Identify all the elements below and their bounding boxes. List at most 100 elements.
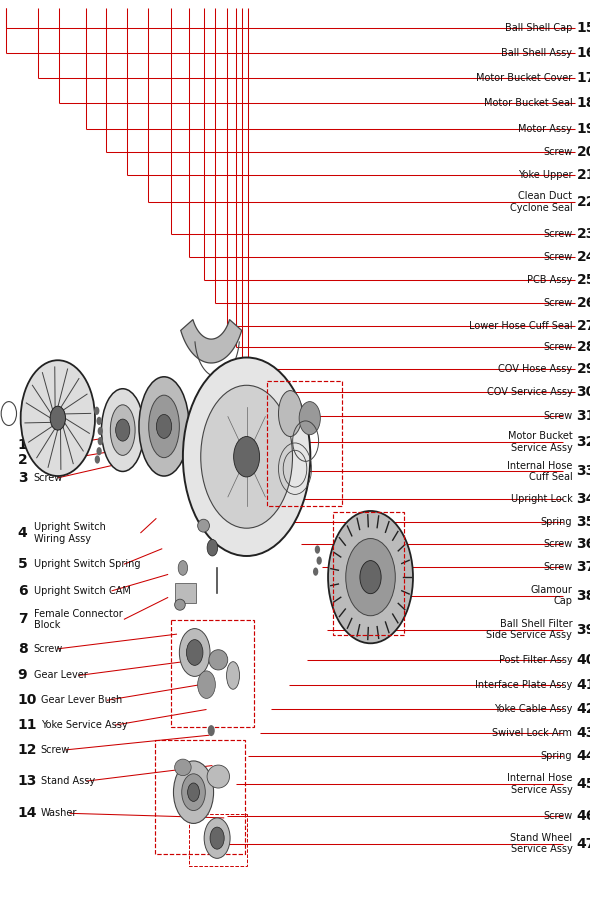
Text: Ball Shell Assy: Ball Shell Assy: [502, 49, 572, 58]
Text: 45: 45: [576, 777, 590, 791]
Text: 3: 3: [18, 471, 27, 485]
Text: Post Filter Assy: Post Filter Assy: [499, 655, 572, 664]
Text: 36: 36: [576, 537, 590, 551]
Text: Screw: Screw: [543, 562, 572, 572]
Text: 6: 6: [18, 584, 27, 598]
Text: 38: 38: [576, 588, 590, 603]
Circle shape: [116, 419, 130, 441]
Ellipse shape: [227, 662, 240, 689]
Circle shape: [201, 385, 293, 528]
Text: Screw: Screw: [543, 230, 572, 239]
Text: 9: 9: [18, 668, 27, 683]
Text: Stand Wheel
Service Assy: Stand Wheel Service Assy: [510, 833, 572, 855]
Text: 13: 13: [18, 774, 37, 789]
Circle shape: [97, 426, 103, 435]
Text: Motor Bucket Cover: Motor Bucket Cover: [476, 74, 572, 83]
Circle shape: [156, 414, 172, 438]
Ellipse shape: [209, 650, 228, 670]
Text: 16: 16: [576, 46, 590, 61]
Text: Screw: Screw: [543, 147, 572, 156]
Ellipse shape: [139, 377, 189, 476]
Text: 17: 17: [576, 71, 590, 85]
Ellipse shape: [198, 519, 209, 532]
Circle shape: [316, 557, 322, 564]
Text: 27: 27: [576, 319, 590, 334]
Circle shape: [97, 417, 102, 425]
Text: 4: 4: [18, 526, 28, 540]
Text: Glamour
Cap: Glamour Cap: [530, 584, 572, 607]
Text: 14: 14: [18, 806, 37, 821]
Text: 44: 44: [576, 749, 590, 764]
Circle shape: [21, 360, 95, 476]
Text: 47: 47: [576, 836, 590, 851]
Text: Washer: Washer: [34, 440, 70, 449]
Text: Yoke Service Assy: Yoke Service Assy: [41, 720, 127, 730]
Text: 28: 28: [576, 340, 590, 355]
Circle shape: [210, 827, 224, 849]
Text: 33: 33: [576, 464, 590, 479]
Circle shape: [207, 539, 218, 556]
Text: 11: 11: [18, 718, 37, 732]
Text: Upright Switch Spring: Upright Switch Spring: [34, 560, 140, 569]
Text: Yoke Upper: Yoke Upper: [518, 170, 572, 179]
Text: Yoke Cable Assy: Yoke Cable Assy: [494, 705, 572, 714]
Text: Screw: Screw: [543, 539, 572, 549]
Text: Screw: Screw: [34, 644, 63, 653]
Text: 2: 2: [18, 453, 28, 468]
Ellipse shape: [207, 765, 230, 788]
Circle shape: [94, 406, 100, 415]
Circle shape: [204, 818, 230, 858]
Circle shape: [328, 511, 413, 643]
Text: Upright Switch CAM: Upright Switch CAM: [34, 586, 130, 596]
Text: 35: 35: [576, 515, 590, 529]
Circle shape: [179, 629, 210, 676]
Circle shape: [183, 357, 310, 556]
Text: Screw: Screw: [543, 343, 572, 352]
Circle shape: [182, 774, 205, 811]
Text: COV Service Assy: COV Service Assy: [487, 388, 572, 397]
Text: 26: 26: [576, 296, 590, 311]
Text: Spring: Spring: [541, 517, 572, 527]
Text: Screw: Screw: [34, 473, 63, 482]
Text: 43: 43: [576, 726, 590, 741]
Text: 8: 8: [18, 641, 28, 656]
Text: 42: 42: [576, 702, 590, 717]
Circle shape: [94, 456, 100, 463]
Text: 25: 25: [576, 273, 590, 288]
Text: Screw: Screw: [41, 745, 70, 754]
Text: Upright Lock: Upright Lock: [510, 494, 572, 504]
Text: Screw: Screw: [543, 299, 572, 308]
Ellipse shape: [175, 759, 191, 776]
Text: Clean Duct
Cyclone Seal: Clean Duct Cyclone Seal: [510, 191, 572, 213]
Text: Upright Switch
Wiring Assy: Upright Switch Wiring Assy: [34, 522, 106, 544]
Text: 31: 31: [576, 409, 590, 424]
Ellipse shape: [101, 389, 144, 471]
Text: Spring: Spring: [541, 752, 572, 761]
Text: 1: 1: [18, 437, 28, 452]
Text: Swivel Lock Arm: Swivel Lock Arm: [493, 729, 572, 738]
Text: 5: 5: [18, 557, 28, 572]
Text: Internal Hose
Cuff Seal: Internal Hose Cuff Seal: [507, 460, 572, 482]
Text: 22: 22: [576, 195, 590, 210]
Text: 40: 40: [576, 652, 590, 667]
Text: PCB Assy: PCB Assy: [527, 276, 572, 285]
Ellipse shape: [175, 599, 185, 610]
Text: Motor Assy: Motor Assy: [519, 124, 572, 133]
Text: 21: 21: [576, 167, 590, 182]
Text: 12: 12: [18, 743, 37, 757]
Circle shape: [188, 783, 199, 801]
Ellipse shape: [278, 391, 302, 437]
Circle shape: [97, 448, 102, 455]
Text: 18: 18: [576, 96, 590, 110]
Text: COV Hose Assy: COV Hose Assy: [498, 365, 572, 374]
Circle shape: [313, 568, 319, 575]
Text: Washer: Washer: [41, 809, 77, 818]
Text: Motor Bucket
Service Assy: Motor Bucket Service Assy: [507, 431, 572, 453]
Text: 20: 20: [576, 144, 590, 159]
Text: Ball Shell Cap: Ball Shell Cap: [505, 23, 572, 32]
Circle shape: [97, 437, 103, 445]
Text: Stand Assy: Stand Assy: [41, 777, 95, 786]
Text: 29: 29: [576, 362, 590, 377]
Text: 7: 7: [18, 612, 27, 627]
Text: 24: 24: [576, 250, 590, 265]
